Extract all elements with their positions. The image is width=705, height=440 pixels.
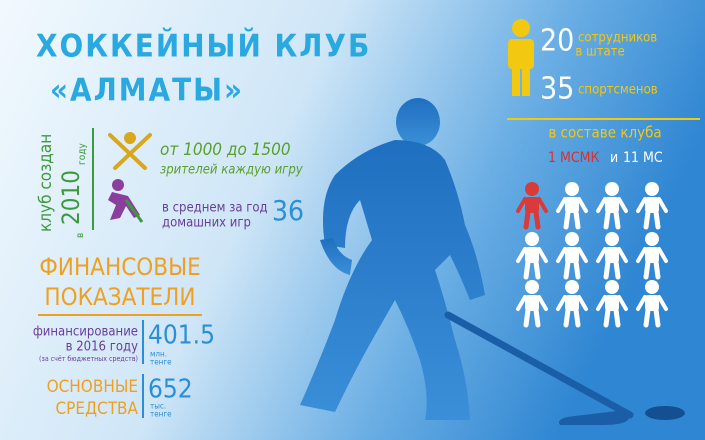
- funding-note: (за счёт бюджетных средств): [39, 355, 138, 363]
- funding-label: финансирование: [33, 325, 138, 340]
- player-icon: [556, 280, 588, 328]
- funding-value: 401.5: [148, 321, 215, 351]
- employees-label: сотрудников: [578, 31, 657, 46]
- finance-heading: ПОКАЗАТЕЛИ: [44, 283, 195, 311]
- and: и: [610, 150, 618, 166]
- player-icon: [596, 232, 628, 280]
- founded-year: 2010: [57, 170, 85, 225]
- title: «АЛМАТЫ»: [50, 73, 244, 109]
- player-icon: [636, 182, 668, 230]
- player-icon: [556, 232, 588, 280]
- games-label: домашних игр: [162, 216, 251, 231]
- player-icon: [516, 232, 548, 280]
- ms: 11 МС: [623, 150, 663, 166]
- puck: [645, 406, 685, 420]
- founded-suffix: году: [77, 143, 88, 165]
- team-icons: [516, 182, 668, 328]
- msmk: 1 МСМК: [548, 150, 600, 166]
- founded-prefix: в: [75, 233, 86, 238]
- finance-heading: ФИНАНСОВЫЕ: [39, 253, 201, 281]
- player-silhouette: [300, 98, 485, 420]
- stick-blade: [559, 410, 630, 425]
- founded-label: клуб создан: [36, 134, 56, 232]
- funding-unit: млн.: [150, 350, 167, 359]
- funding-unit: тенге: [150, 358, 172, 367]
- assets-unit: тыс.: [150, 402, 166, 411]
- athletes-value: 35: [540, 72, 574, 107]
- assets-label: СРЕДСТВА: [56, 399, 139, 419]
- player-icon: [516, 280, 548, 328]
- sticks-icon: [108, 132, 152, 170]
- player-icon: [516, 182, 548, 230]
- player-icon: [556, 182, 588, 230]
- composition: в составе клуба: [548, 124, 661, 142]
- stick: [444, 311, 634, 419]
- spectators-range: от 1000 до 1500: [160, 140, 291, 160]
- player-icon: [596, 182, 628, 230]
- skater-icon: [108, 179, 144, 223]
- games-value: 36: [272, 194, 304, 227]
- assets-unit: тенге: [150, 410, 172, 419]
- employees-value: 20: [540, 24, 574, 59]
- player-icon: [636, 280, 668, 328]
- player-icon: [636, 232, 668, 280]
- person-icon: [508, 19, 534, 96]
- games-label: в среднем за год: [162, 201, 268, 216]
- athletes-label: спортсменов: [578, 83, 658, 98]
- funding-label: в 2016 году: [66, 340, 138, 355]
- employees-label: в штате: [575, 45, 624, 60]
- assets-value: 652: [148, 375, 193, 405]
- title: ХОККЕЙНЫЙ КЛУБ: [36, 29, 371, 65]
- spectators-label: зрителей каждую игру: [160, 163, 304, 178]
- player-icon: [596, 280, 628, 328]
- assets-label: ОСНОВНЫЕ: [47, 377, 138, 397]
